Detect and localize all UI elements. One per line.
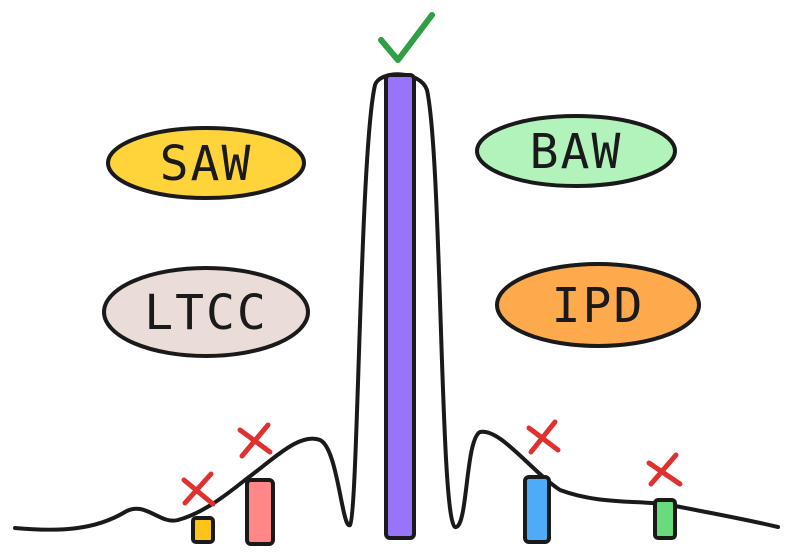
baw-tag: BAW [475,114,677,188]
cross-icon [646,452,683,487]
side-bar-blue [523,475,551,544]
side-bar-pink [245,478,275,546]
main-band-bar [384,73,416,540]
ipd-label: IPD [552,278,645,334]
side-bar-green [653,498,677,540]
cross-icon [237,422,273,459]
side-bar-yellow [191,516,215,544]
ipd-tag: IPD [495,262,701,348]
ltcc-tag: LTCC [102,266,310,358]
cross-icon [181,471,216,507]
saw-tag: SAW [106,126,306,200]
check-icon [378,12,435,63]
saw-label: SAW [160,136,253,192]
cross-icon [526,419,561,455]
ltcc-label: LTCC [144,285,268,341]
baw-label: BAW [530,124,623,180]
